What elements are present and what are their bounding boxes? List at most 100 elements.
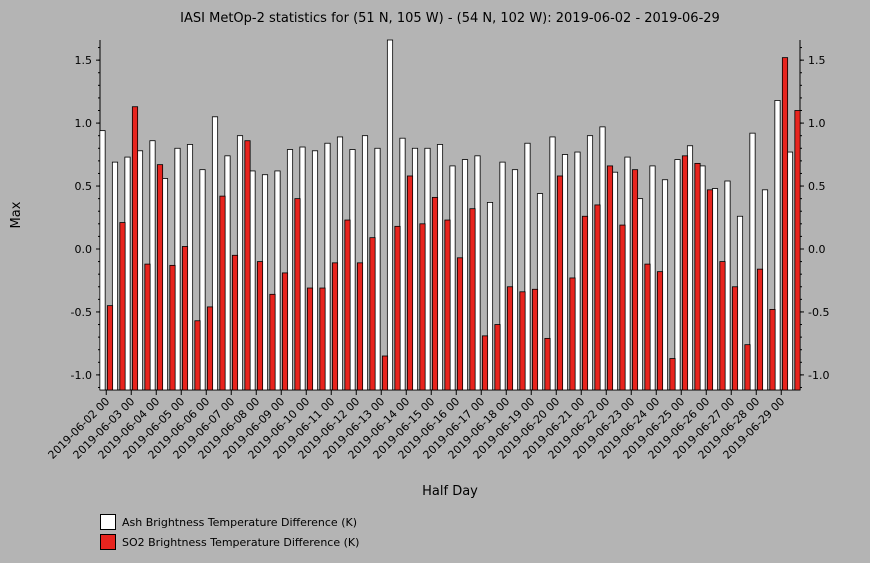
x-axis-label: Half Day [422, 484, 478, 499]
so2-bar [144, 263, 151, 391]
y-axis-label: Max [9, 201, 24, 228]
so2-bar [369, 237, 376, 391]
legend-label-ash: Ash Brightness Temperature Difference (K… [122, 515, 357, 529]
so2-bar [494, 324, 501, 391]
so2-bar [506, 286, 514, 391]
ash-bar [436, 144, 444, 391]
y-tick-label: -1.0 [71, 369, 92, 382]
so2-bar [219, 195, 226, 391]
ash-bar [574, 151, 581, 391]
ash-bar [474, 155, 481, 391]
y-tick-label: 1.0 [75, 117, 93, 130]
ash-bar [749, 132, 756, 391]
so2-bar [431, 196, 439, 391]
ash-bar [149, 140, 156, 391]
so2-bar [356, 262, 364, 391]
ash-bar [324, 142, 331, 391]
ash-bar [449, 165, 456, 391]
so2-bar [731, 286, 739, 391]
ash-bar [649, 165, 656, 391]
legend-label-so2: SO2 Brightness Temperature Difference (K… [122, 535, 360, 549]
so2-bar [331, 262, 339, 391]
y-tick-label-right: 1.5 [808, 54, 826, 67]
ash-bar [174, 147, 181, 391]
so2-bar [206, 306, 214, 391]
ash-swatch [100, 514, 116, 530]
ash-bar [361, 135, 369, 391]
plot-area: 1.5 1.5 1.0 1.0 0.5 0.5 0.0 0.0 -0.5 -0.5 -1.0 -1.0… [46, 39, 829, 462]
so2-bar [656, 271, 664, 391]
ash-bar [224, 155, 231, 391]
ash-bar [386, 39, 394, 391]
so2-bar [556, 175, 564, 391]
ash-bar [786, 151, 794, 391]
so2-bar [156, 164, 164, 391]
legend: Ash Brightness Temperature Difference (K… [100, 512, 359, 552]
so2-bar [281, 272, 289, 391]
so2-bar [781, 57, 789, 391]
ash-bar [561, 154, 569, 391]
ash-bar [549, 136, 556, 391]
so2-bar [769, 309, 776, 391]
ash-bar [186, 144, 194, 391]
so2-bar [244, 140, 251, 391]
ash-bar [674, 159, 681, 391]
so2-bar [381, 355, 389, 391]
so2-bar [581, 215, 589, 391]
legend-item-so2: SO2 Brightness Temperature Difference (K… [100, 532, 359, 552]
so2-bar [444, 219, 451, 391]
ash-bar [711, 188, 719, 391]
ash-bar [374, 147, 381, 391]
so2-bar [631, 169, 639, 391]
ash-bar [111, 161, 119, 391]
so2-bar [256, 261, 264, 391]
ash-bar [136, 150, 144, 391]
so2-bar [344, 219, 351, 391]
chart-title: IASI MetOp-2 statistics for (51 N, 105 W… [180, 11, 720, 26]
so2-bar [644, 263, 651, 391]
legend-item-ash: Ash Brightness Temperature Difference (K… [100, 512, 359, 532]
so2-bar [394, 225, 401, 391]
ash-bar [686, 145, 694, 391]
so2-bar [269, 293, 276, 391]
so2-bar [319, 287, 326, 391]
ash-bar [299, 146, 306, 391]
ash-bar [724, 180, 731, 391]
ash-bar [274, 170, 281, 391]
so2-bar [756, 268, 764, 391]
ash-bar [699, 165, 706, 391]
y-tick-label-right: -1.0 [808, 369, 829, 382]
ash-bar [286, 149, 294, 391]
ash-bar [161, 178, 169, 391]
so2-bar [181, 246, 189, 391]
ash-bar [536, 193, 544, 391]
ash-bar [636, 198, 644, 391]
so2-bar [619, 224, 626, 391]
so2-swatch [100, 534, 116, 550]
y-tick-label-right: 1.0 [808, 117, 826, 130]
ash-bar [661, 179, 669, 391]
y-tick-label-right: 0.0 [808, 243, 826, 256]
so2-bar [694, 162, 701, 391]
so2-bar [519, 291, 526, 391]
so2-bar [481, 335, 489, 391]
ash-bar [261, 174, 269, 391]
so2-bar [544, 337, 551, 391]
y-tick-label-right: -0.5 [808, 306, 829, 319]
ash-bar [349, 149, 356, 391]
ash-bar [761, 189, 769, 391]
so2-bar [744, 344, 751, 391]
so2-bar [706, 189, 714, 391]
ash-bar [424, 147, 431, 391]
ash-bar [499, 161, 506, 391]
so2-bar [794, 110, 801, 391]
ash-bar [99, 130, 106, 391]
so2-bar [419, 223, 426, 391]
ash-bar [486, 202, 494, 391]
so2-bar [294, 198, 301, 391]
so2-bar [169, 264, 176, 391]
ash-bar [611, 171, 619, 391]
so2-bar [606, 165, 614, 391]
y-tick-label: 0.0 [75, 243, 93, 256]
